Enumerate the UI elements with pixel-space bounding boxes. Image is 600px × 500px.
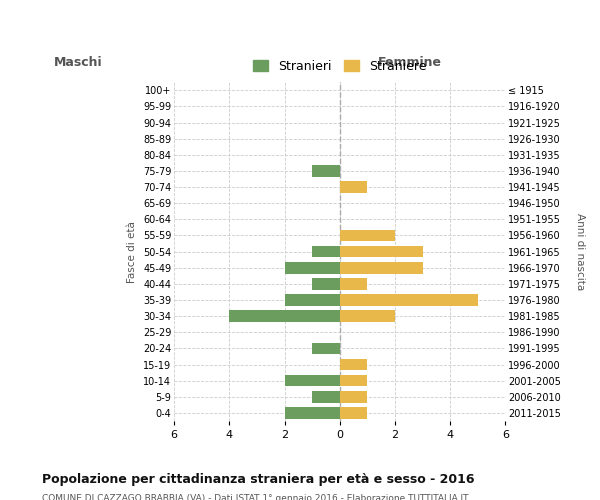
Bar <box>284 375 340 386</box>
Bar <box>312 278 340 289</box>
Y-axis label: Fasce di età: Fasce di età <box>127 220 137 282</box>
Bar <box>312 342 340 354</box>
Text: Maschi: Maschi <box>54 56 103 68</box>
Bar <box>340 294 478 306</box>
Text: Femmine: Femmine <box>377 56 442 68</box>
Bar <box>340 310 395 322</box>
Text: COMUNE DI CAZZAGO BRABBIA (VA) - Dati ISTAT 1° gennaio 2016 - Elaborazione TUTTI: COMUNE DI CAZZAGO BRABBIA (VA) - Dati IS… <box>42 494 469 500</box>
Bar <box>340 358 367 370</box>
Y-axis label: Anni di nascita: Anni di nascita <box>575 213 585 290</box>
Text: Popolazione per cittadinanza straniera per età e sesso - 2016: Popolazione per cittadinanza straniera p… <box>42 472 475 486</box>
Bar <box>340 230 395 241</box>
Bar <box>340 407 367 418</box>
Bar <box>229 310 340 322</box>
Bar <box>340 375 367 386</box>
Bar <box>284 407 340 418</box>
Bar <box>312 165 340 177</box>
Bar <box>340 182 367 193</box>
Bar <box>312 246 340 258</box>
Bar <box>312 391 340 402</box>
Bar <box>284 262 340 274</box>
Bar <box>340 391 367 402</box>
Legend: Stranieri, Straniere: Stranieri, Straniere <box>248 54 431 78</box>
Bar <box>284 294 340 306</box>
Bar <box>340 262 422 274</box>
Bar <box>340 278 367 289</box>
Bar <box>340 246 422 258</box>
